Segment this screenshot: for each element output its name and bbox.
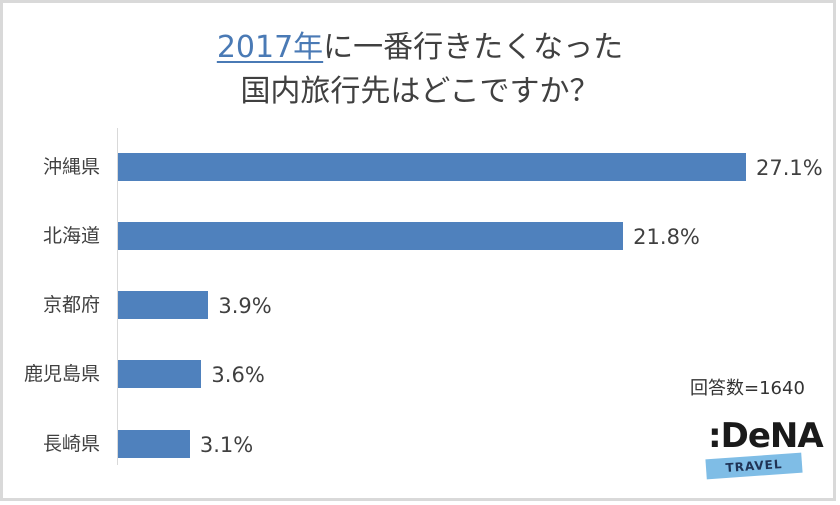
respondents-count: 回答数=1640 [690, 378, 805, 399]
bar-value-label: 21.8% [633, 225, 700, 249]
title-year-highlight: 2017年 [216, 30, 324, 65]
bar [118, 153, 746, 181]
bar [118, 360, 202, 388]
chart-title-line-1: 2017年に一番行きたくなった [0, 28, 840, 68]
dena-logo-text: :DeNA [708, 416, 824, 456]
bar [118, 291, 209, 319]
bar-value-label: 3.6% [211, 363, 265, 387]
bar-value-label: 3.1% [199, 433, 254, 457]
bar-value-label: 27.1% [756, 156, 823, 180]
logo-subtitle: TRAVEL [725, 457, 783, 475]
bar [118, 430, 190, 458]
category-label: 京都府 [42, 294, 100, 316]
category-label: 沖縄県 [42, 156, 100, 178]
category-label: 北海道 [42, 225, 100, 247]
bar [118, 222, 624, 250]
chart-title-line-2: 国内旅行先はどこですか？ [240, 74, 600, 109]
dena-travel-logo: :DeNA TRAVEL [705, 418, 824, 482]
category-axis-line [117, 128, 118, 465]
bar-value-label: 3.9% [218, 294, 272, 318]
category-label: 鹿児島県 [23, 363, 100, 385]
title-line-1-text: に一番行きたくなった [323, 30, 624, 65]
category-label: 長崎県 [42, 433, 100, 455]
